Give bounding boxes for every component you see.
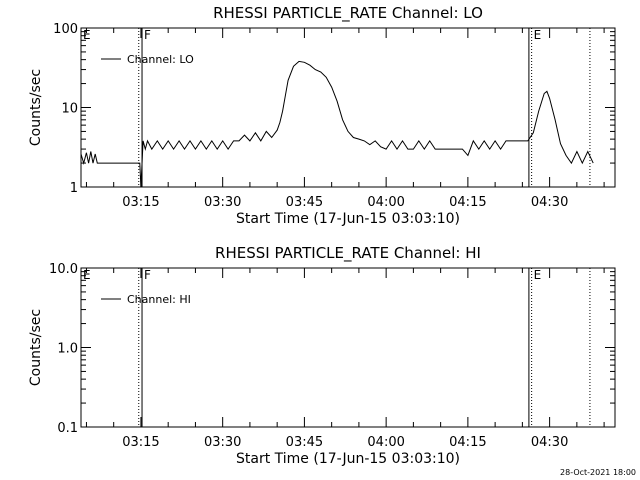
x-axis-label: Start Time (17-Jun-15 03:03:10) (236, 211, 460, 227)
chart-title: RHESSI PARTICLE_RATE Channel: HI (215, 244, 481, 263)
marker-label: E (83, 28, 91, 42)
marker-label: F (144, 28, 151, 42)
legend-entry: Channel: HI (127, 293, 191, 306)
x-tick-label: 04:15 (449, 195, 486, 210)
plot-frame (80, 267, 616, 428)
x-tick-label: 03:45 (286, 195, 323, 210)
x-tick-label: 03:15 (122, 195, 159, 210)
y-tick-label: 100 (53, 22, 78, 37)
chart-panel-1: RHESSI PARTICLE_RATE Channel: LO 1 10 100 03… (28, 4, 616, 227)
y-tick-label: 1 (70, 181, 78, 196)
chart-panel-2: RHESSI PARTICLE_RATE Channel: HI 0.1 1.0 10… (28, 244, 616, 467)
plot-frame (80, 27, 616, 188)
x-tick-label: 03:45 (286, 435, 323, 450)
y-tick-label: 0.1 (57, 421, 78, 436)
y-axis-label: Counts/sec (28, 69, 44, 146)
x-tick-label: 03:15 (122, 435, 159, 450)
marker-label: E (534, 28, 542, 42)
x-tick-label: 04:30 (531, 195, 568, 210)
y-tick-label: 10 (61, 102, 78, 117)
y-axis-label: Counts/sec (28, 309, 44, 386)
footer-timestamp: 28-Oct-2021 18:00 (560, 468, 636, 477)
x-tick-label: 04:00 (367, 435, 404, 450)
series-line (80, 60, 594, 188)
y-tick-label: 1.0 (57, 342, 78, 357)
y-tick-label: 10.0 (49, 262, 78, 277)
x-tick-label: 03:30 (204, 435, 241, 450)
marker-label: F (144, 268, 151, 282)
x-tick-label: 04:00 (367, 195, 404, 210)
x-tick-label: 04:15 (449, 435, 486, 450)
x-tick-label: 04:30 (531, 435, 568, 450)
legend-entry: Channel: LO (127, 53, 194, 66)
chart-title: RHESSI PARTICLE_RATE Channel: LO (213, 4, 483, 23)
x-tick-label: 03:30 (204, 195, 241, 210)
x-axis-label: Start Time (17-Jun-15 03:03:10) (236, 451, 460, 467)
marker-label: E (83, 268, 91, 282)
marker-label: E (534, 268, 542, 282)
